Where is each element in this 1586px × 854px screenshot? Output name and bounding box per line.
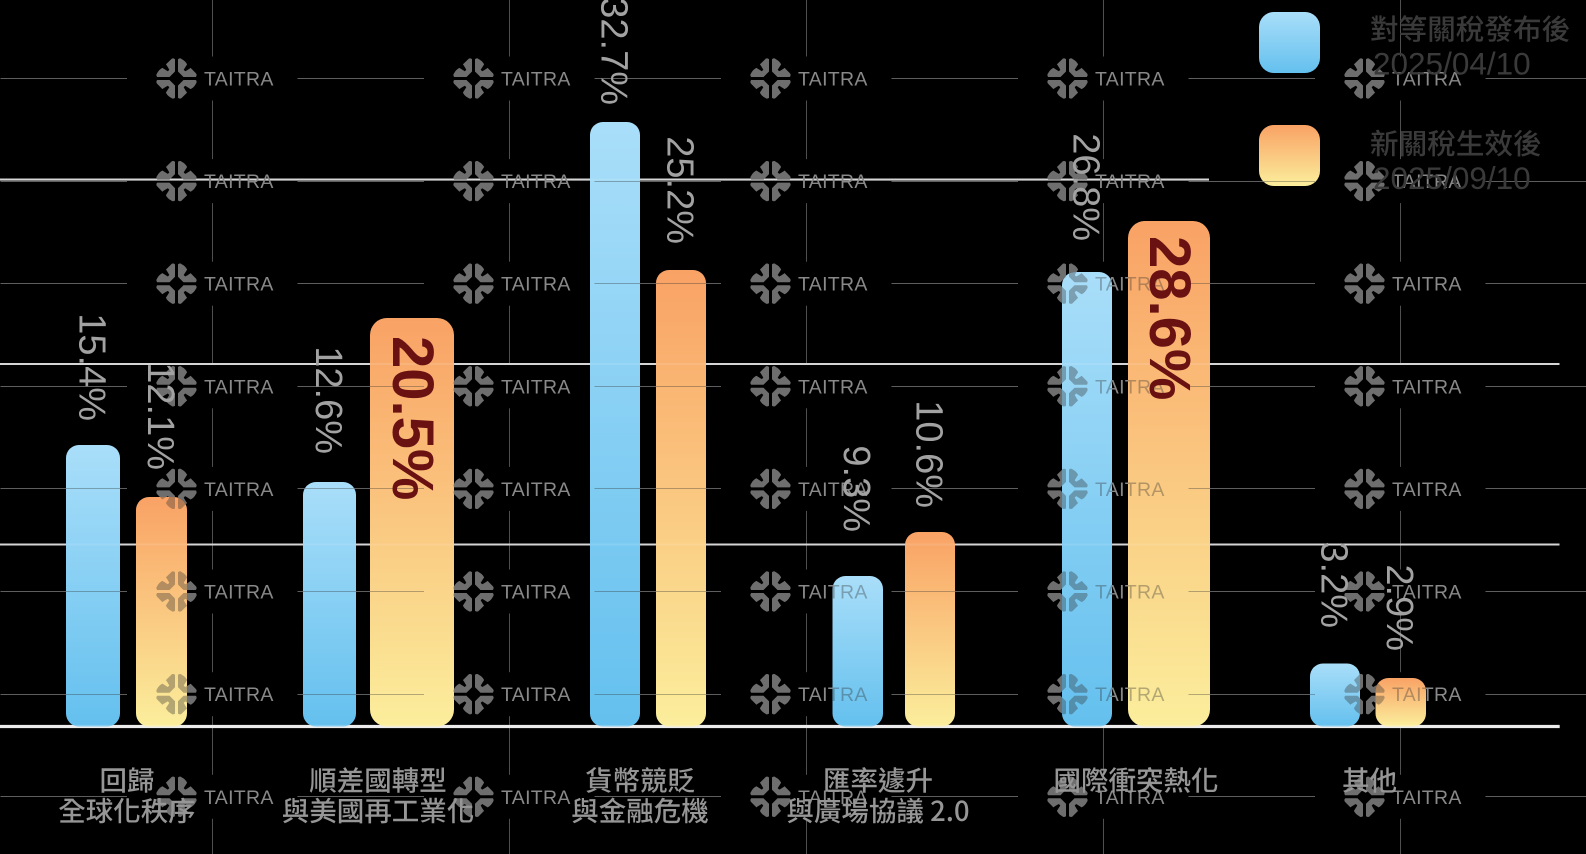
svg-text:12.6%: 12.6% [307,346,349,454]
svg-text:3.2%: 3.2% [1312,541,1354,628]
svg-text:2.9%: 2.9% [1378,564,1420,651]
svg-text:12.1%: 12.1% [139,362,181,470]
svg-text:26.8%: 26.8% [1064,133,1106,241]
svg-text:28.6%: 28.6% [1137,236,1202,400]
svg-text:2025/04/10: 2025/04/10 [1373,46,1531,82]
svg-text:15.4%: 15.4% [70,313,112,421]
svg-text:9.3%: 9.3% [835,445,877,532]
svg-text:25.2%: 25.2% [658,136,700,244]
svg-text:32.7%: 32.7% [592,0,634,105]
svg-text:20.5%: 20.5% [380,336,445,500]
svg-text:2025/09/10: 2025/09/10 [1373,160,1531,196]
svg-text:10.6%: 10.6% [907,400,949,508]
